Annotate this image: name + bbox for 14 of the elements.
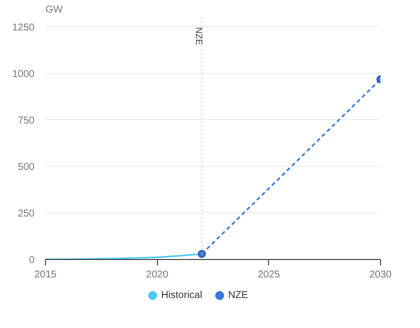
legend-label: NZE — [228, 290, 248, 301]
y-tick-label: 250 — [18, 208, 35, 220]
legend-label: Historical — [161, 290, 202, 301]
x-tick-label: 2030 — [369, 270, 392, 280]
x-tick-label: 2020 — [146, 270, 169, 280]
y-tick-label: 1000 — [12, 68, 35, 80]
y-tick-label: 500 — [18, 162, 35, 173]
x-tick-label: 2015 — [34, 270, 58, 280]
y-tick-label: 0 — [28, 255, 35, 266]
ref-line-label: NZE — [194, 27, 204, 46]
x-tick-label: 2025 — [258, 270, 280, 280]
y-tick-label: 1250 — [12, 22, 35, 34]
y-tick-label: 750 — [18, 115, 35, 126]
y-axis-title: GW — [46, 4, 64, 16]
